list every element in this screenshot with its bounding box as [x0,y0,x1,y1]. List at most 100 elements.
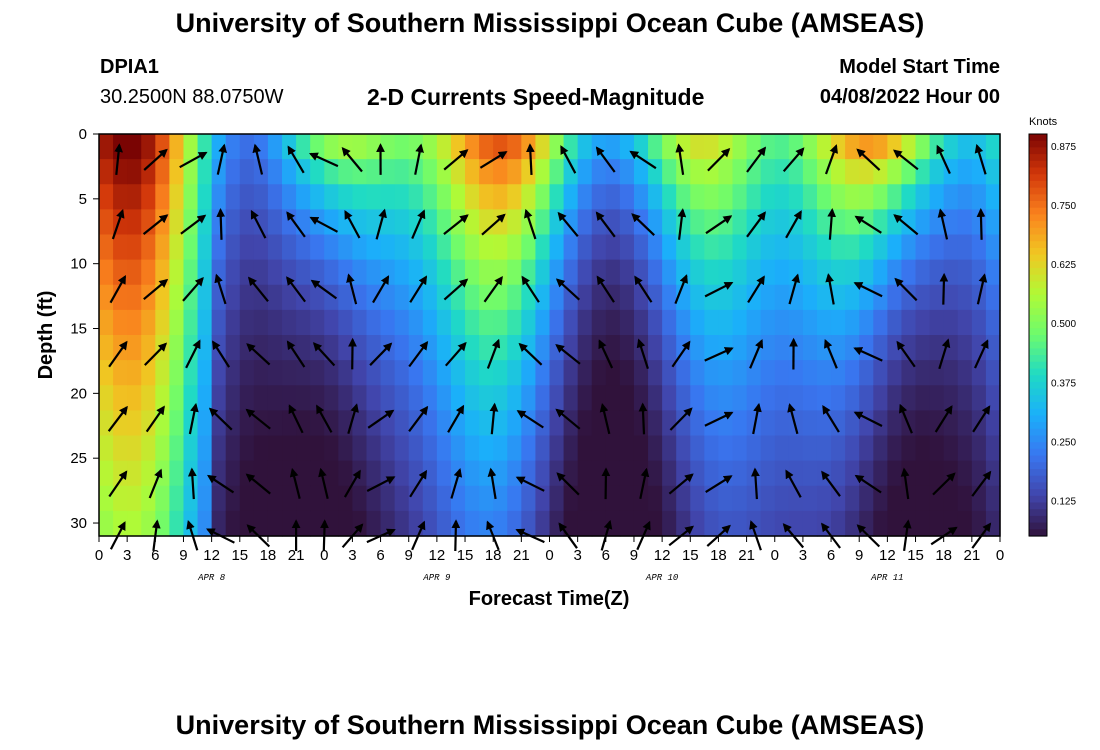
heatmap-cell [141,460,156,487]
heatmap-cell [450,184,466,210]
current-vector [900,467,910,500]
heatmap-cell [704,360,720,386]
heatmap-cell [507,510,522,537]
heatmap-cell [465,460,480,487]
heatmap-cell [296,510,311,537]
current-vector [214,273,227,305]
heatmap-cell [774,209,790,236]
colorbar-segment [1029,482,1047,490]
heatmap-cell [943,360,959,386]
current-vector [216,208,226,240]
heatmap-cell [760,234,776,261]
heatmap-cell [211,335,227,361]
heatmap-cell [859,385,874,411]
colorbar-segment [1029,489,1047,497]
heatmap-cell [591,259,607,286]
heatmap-cell [929,360,945,386]
heatmap-cell [296,184,311,210]
current-vector [976,208,986,240]
heatmap-cell [113,435,128,462]
heatmap-cell [310,184,325,210]
heatmap-cell [760,435,776,462]
heatmap-cell [394,360,410,386]
colorbar-segment [1029,509,1047,517]
heatmap-cell [169,209,185,236]
current-vector [972,405,991,433]
heatmap-cell [493,485,508,512]
heatmap-cell [479,309,494,336]
x-tick-label: 12 [879,547,896,564]
heatmap-cell [788,435,804,462]
current-vector [144,342,168,366]
heatmap-cell [802,485,818,512]
heatmap-cell [211,435,227,462]
heatmap-cell [535,485,551,512]
heatmap-cell [493,259,508,286]
current-vector [525,143,535,175]
heatmap-cell [760,460,776,487]
colorbar-segment [1029,154,1047,162]
heatmap-cell [366,385,382,411]
heatmap-cell [211,485,227,512]
heatmap-cell [507,284,522,311]
heatmap-cell [253,435,269,462]
heatmap-cell [605,309,621,336]
colorbar-segment [1029,469,1047,477]
heatmap-cell [676,410,691,437]
heatmap-cell [619,234,635,261]
y-tick-label: 5 [79,191,87,208]
current-vector [821,470,841,497]
heatmap-cell [366,309,382,336]
heatmap-cell [507,360,522,386]
current-vector [111,208,125,240]
heatmap-cell [450,234,466,261]
heatmap-cell [197,435,213,462]
current-vector [372,275,390,304]
heatmap-cell [901,234,917,261]
heatmap-cell [493,184,508,210]
heatmap-cell [296,234,311,261]
heatmap-cell [408,385,424,411]
heatmap-cell [619,209,635,236]
heatmap-cell [310,385,325,411]
heatmap-cell [563,284,579,311]
heatmap-cell [873,184,888,210]
heatmap-cell [267,284,283,311]
heatmap-cell [267,485,283,512]
heatmap-cell [633,284,649,311]
current-vector [671,340,691,368]
heatmap-cell [985,309,1001,336]
heatmap-cell [507,385,522,411]
heatmap-cell [774,309,790,336]
heatmap-cell [957,259,973,286]
heatmap-cell [267,510,283,537]
heatmap-cell [535,309,551,336]
heatmap-cell [591,234,607,261]
current-vector [856,148,881,171]
heatmap-cell [380,385,396,411]
heatmap-cell [662,259,677,286]
heatmap-cell [845,360,860,386]
heatmap-cell [127,209,142,236]
heatmap-cell [915,209,931,236]
heatmap-cell [605,360,621,386]
current-vector [595,146,616,173]
current-vector [752,402,762,435]
heatmap-cell [394,184,410,210]
heatmap-cell [577,134,593,160]
heatmap-cell [253,385,269,411]
heatmap-cell [690,385,705,411]
current-vector [704,347,734,362]
heatmap-cell [253,485,269,512]
x-tick-label: 21 [964,547,981,564]
heatmap-cell [408,259,424,286]
heatmap-cell [324,259,339,286]
current-vector [555,344,581,365]
heatmap-cell [831,410,846,437]
colorbar-segment [1029,254,1047,262]
heatmap-cell [507,209,522,236]
heatmap-cell [704,485,720,512]
colorbar-segment [1029,174,1047,182]
current-vector [409,469,428,498]
heatmap-cell [774,510,790,537]
